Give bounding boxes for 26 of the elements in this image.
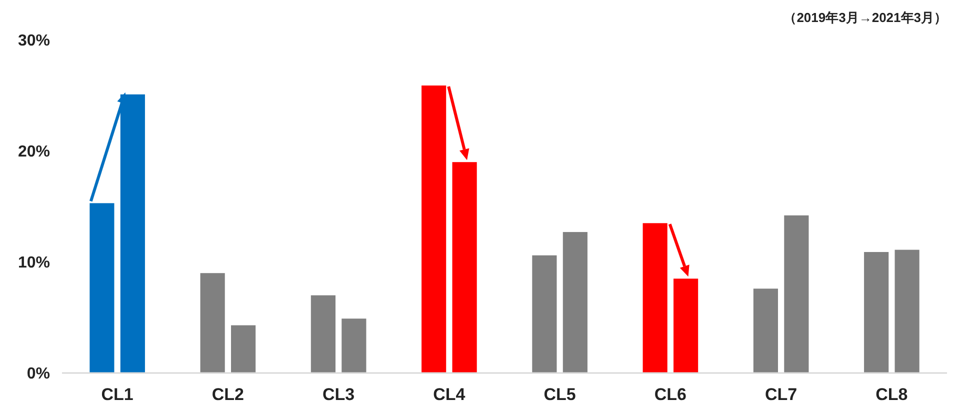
bar bbox=[753, 288, 778, 373]
bar bbox=[784, 215, 809, 373]
bar bbox=[894, 250, 920, 373]
x-tick-label: CL4 bbox=[433, 385, 466, 404]
x-tick-label: CL6 bbox=[654, 385, 686, 404]
y-tick-label: 30% bbox=[18, 32, 50, 50]
y-tick-label: 0% bbox=[26, 366, 50, 383]
text: （2019年3月→2021年3月） bbox=[784, 10, 947, 25]
x-tick-label: CL2 bbox=[212, 385, 244, 404]
bar bbox=[310, 295, 336, 373]
bar bbox=[342, 318, 366, 373]
bar bbox=[562, 232, 588, 373]
bar bbox=[422, 86, 446, 373]
bar bbox=[864, 252, 889, 373]
y-tick-label: 20% bbox=[18, 144, 50, 161]
bar bbox=[532, 255, 557, 373]
bar bbox=[642, 223, 668, 373]
x-tick-label: CL8 bbox=[876, 385, 908, 404]
x-tick-label: CL5 bbox=[544, 385, 576, 404]
x-tick-label: CL7 bbox=[765, 385, 798, 404]
x-tick-label: CL3 bbox=[322, 385, 355, 404]
x-tick-label: CL1 bbox=[101, 385, 134, 404]
bar bbox=[200, 273, 225, 373]
y-tick-label: 10% bbox=[18, 254, 50, 272]
bar bbox=[231, 325, 256, 373]
bar bbox=[90, 203, 114, 373]
